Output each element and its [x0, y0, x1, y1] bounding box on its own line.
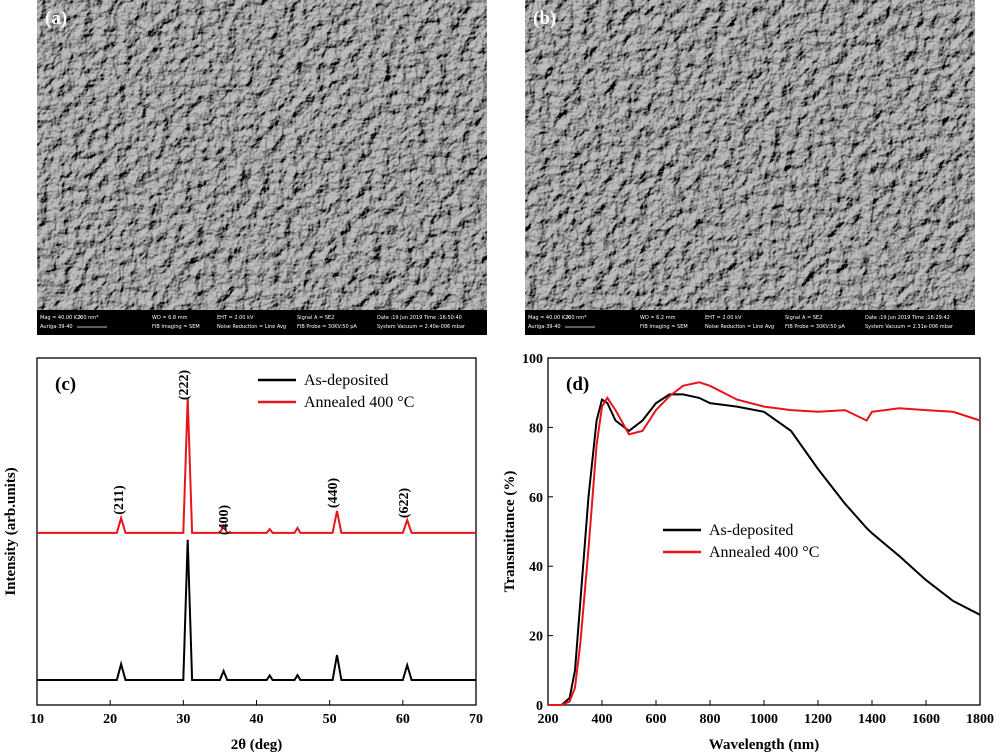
info-text: 200 nm*	[77, 315, 99, 321]
sem-texture	[525, 0, 975, 310]
x-tick-label: 50	[323, 712, 337, 727]
legend-label: Annealed 400 °C	[304, 394, 414, 411]
x-tick-label: 20	[103, 712, 117, 727]
info-text: 200 nm*	[565, 315, 587, 321]
x-tick-label: 800	[700, 712, 721, 727]
legend-label: As-deposited	[304, 372, 388, 389]
y-tick-label: 80	[529, 421, 543, 436]
y-tick-label: 20	[529, 630, 543, 645]
series-line	[548, 393, 981, 706]
panel-label: (b)	[533, 8, 556, 29]
info-text: Date :19 Jun 2019 Time :16:50:40	[377, 315, 462, 321]
peak-label: (222)	[177, 370, 192, 401]
x-tick-label: 600	[646, 712, 667, 727]
legend-label: Annealed 400 °C	[709, 544, 819, 561]
info-text: WD = 6.2 mm	[640, 315, 676, 321]
info-text: Date :19 Jun 2019 Time :16:29:42	[865, 315, 950, 321]
x-tick-label: 30	[176, 712, 190, 727]
info-text: Mag = 40.00 K X	[40, 315, 83, 321]
legend-label: As-deposited	[709, 522, 793, 539]
peak-label: (400)	[217, 505, 232, 536]
info-text: WD = 6.8 mm	[152, 315, 188, 321]
info-text: Auriga-39-40	[40, 324, 73, 330]
series-line	[37, 539, 476, 681]
x-tick-label: 1600	[912, 712, 940, 727]
x-tick-label: 40	[250, 712, 264, 727]
info-bar	[525, 310, 975, 335]
x-tick-label: 60	[396, 712, 410, 727]
info-text: FIB Imaging = SEM	[640, 324, 688, 330]
y-tick-label: 100	[522, 352, 543, 367]
y-tick-label: 40	[529, 560, 543, 575]
info-text: EHT = 2.00 kV	[217, 315, 254, 321]
panel-label: (a)	[45, 8, 67, 29]
panel-label: (d)	[566, 374, 589, 395]
y-tick-label: 60	[529, 491, 543, 506]
info-text: System Vacuum = 2.40e-006 mbar	[377, 324, 466, 330]
x-tick-label: 1800	[966, 712, 994, 727]
info-text: Noise Reduction = Line Avg	[217, 324, 286, 330]
series-line	[548, 381, 981, 706]
panel-label: (c)	[55, 374, 76, 395]
info-text: FIB Imaging = SEM	[152, 324, 200, 330]
chart: 10 20 30 40 50 60 70 2θ (deg) Intensity (arb.uni…	[3, 357, 483, 753]
chart: 200 400 600 800 1000 1200 1400 1600 1800 0 20 40 60 8…	[502, 352, 994, 753]
x-tick-label: 200	[538, 712, 559, 727]
sem-texture	[37, 0, 487, 310]
x-tick-label: 70	[469, 712, 483, 727]
info-text: FIB Probe = 30KV:50 pA	[297, 324, 357, 330]
info-text: Noise Reduction = Line Avg	[705, 324, 774, 330]
series-line	[37, 397, 476, 534]
info-text: FIB Probe = 30KV:50 pA	[785, 324, 845, 330]
x-tick-label: 10	[30, 712, 44, 727]
peak-label: (211)	[112, 485, 127, 515]
info-text: Auriga-39-40	[528, 324, 561, 330]
x-tick-label: 400	[592, 712, 613, 727]
y-tick-label: 0	[536, 699, 543, 714]
info-text: Signal A = SE2	[785, 315, 822, 321]
info-text: Mag = 40.00 K X	[528, 315, 571, 321]
peak-label: (440)	[326, 478, 341, 509]
info-text: EHT = 2.00 kV	[705, 315, 742, 321]
y-axis-label: Transmittance (%)	[502, 471, 518, 593]
x-axis-label: 2θ (deg)	[231, 737, 283, 753]
info-text: Signal A = SE2	[297, 315, 334, 321]
info-bar	[37, 310, 487, 335]
x-axis-label: Wavelength (nm)	[709, 737, 819, 753]
x-tick-label: 1400	[858, 712, 886, 727]
peak-label: (622)	[397, 488, 412, 519]
info-text: System Vacuum = 2.31e-006 mbar	[865, 324, 954, 330]
y-axis-label: Intensity (arb.units)	[3, 467, 19, 595]
x-tick-label: 1200	[804, 712, 832, 727]
x-tick-label: 1000	[750, 712, 778, 727]
